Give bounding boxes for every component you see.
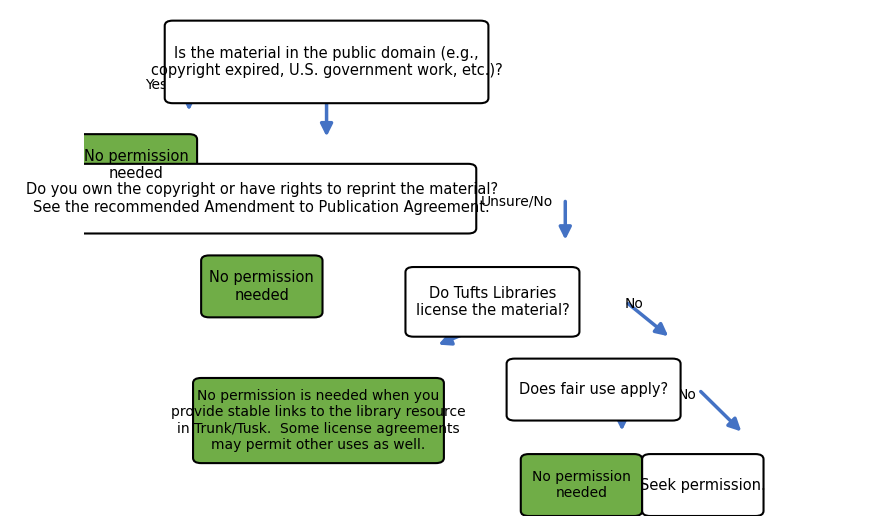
Text: Unsure/No: Unsure/No [480,194,553,208]
Text: No permission
needed: No permission needed [84,149,188,181]
FancyBboxPatch shape [47,164,476,233]
FancyBboxPatch shape [521,454,642,516]
FancyBboxPatch shape [193,378,444,463]
Text: Seek permission.: Seek permission. [640,477,765,493]
Text: Yes: Yes [505,297,528,312]
FancyBboxPatch shape [164,21,488,103]
FancyBboxPatch shape [642,454,764,516]
Text: Does fair use apply?: Does fair use apply? [519,382,668,397]
FancyBboxPatch shape [76,134,197,196]
Text: No: No [288,78,308,92]
Text: No permission
needed: No permission needed [532,470,630,500]
FancyBboxPatch shape [405,267,580,337]
Text: Is the material in the public domain (e.g.,
copyright expired, U.S. government w: Is the material in the public domain (e.… [151,46,503,78]
Text: No: No [624,297,644,312]
Text: No permission is needed when you
provide stable links to the library resource
in: No permission is needed when you provide… [171,389,466,452]
Text: No permission
needed: No permission needed [210,270,314,302]
FancyBboxPatch shape [506,359,680,421]
Text: No: No [677,388,696,402]
Text: Yes: Yes [271,194,293,208]
Text: Do Tufts Libraries
license the material?: Do Tufts Libraries license the material? [415,286,570,318]
Text: Yes: Yes [587,388,609,402]
Text: Do you own the copyright or have rights to reprint the material?
See the recomme: Do you own the copyright or have rights … [26,183,498,215]
Text: Yes: Yes [146,78,168,92]
FancyBboxPatch shape [201,255,322,317]
